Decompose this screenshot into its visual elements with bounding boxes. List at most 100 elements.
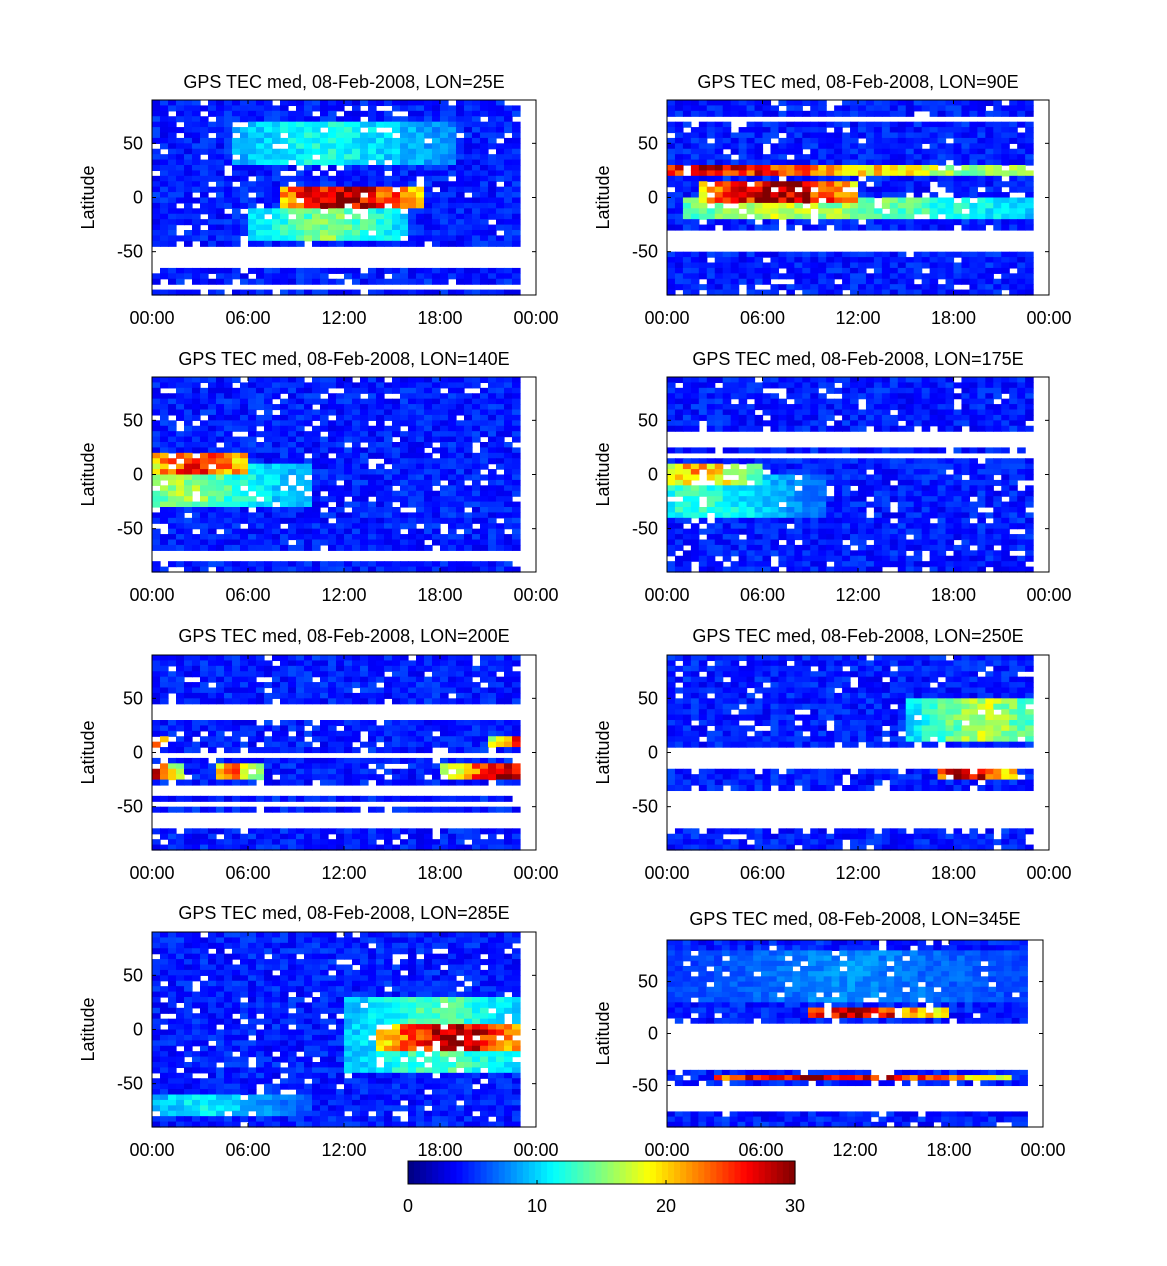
heatmap-cell (993, 257, 1002, 263)
heatmap-cell (826, 382, 835, 388)
heatmap-cell (328, 426, 337, 432)
heatmap-cell (240, 273, 249, 279)
heatmap-cell (715, 507, 724, 513)
heatmap-cell (240, 447, 249, 453)
heatmap-cell (160, 437, 169, 443)
heatmap-cell (802, 181, 811, 187)
heatmap-cell (858, 133, 867, 139)
heatmap-cell (352, 235, 361, 241)
heatmap-cell (448, 507, 457, 513)
heatmap-cell (770, 284, 779, 290)
heatmap-cell (707, 214, 716, 220)
heatmap-cell (890, 105, 899, 111)
heatmap-cell (424, 485, 433, 491)
heatmap-cell (699, 388, 708, 394)
heatmap-cell (216, 545, 225, 551)
heatmap-cell (280, 214, 289, 220)
heatmap-cell (192, 198, 201, 204)
heatmap-cell (400, 442, 409, 448)
heatmap-cell (858, 388, 867, 394)
heatmap-cell (707, 377, 716, 383)
heatmap-cell (352, 534, 361, 540)
heatmap-cell (440, 561, 449, 567)
heatmap-cell (312, 393, 321, 399)
heatmap-cell (200, 160, 209, 166)
heatmap-cell (416, 198, 425, 204)
heatmap-cell (168, 230, 177, 236)
heatmap-cell (1009, 122, 1018, 128)
heatmap-cell (424, 404, 433, 410)
heatmap-cell (168, 127, 177, 133)
heatmap-cell (440, 225, 449, 231)
heatmap-cell (985, 485, 994, 491)
heatmap-cell (152, 214, 161, 220)
heatmap-cell (192, 399, 201, 405)
heatmap-cell (232, 491, 241, 497)
heatmap-cell (240, 491, 249, 497)
heatmap-cell (786, 273, 795, 279)
heatmap-cell (810, 480, 819, 486)
heatmap-cell (699, 127, 708, 133)
heatmap-cell (152, 502, 161, 508)
heatmap-cell (416, 241, 425, 247)
heatmap-cell (472, 529, 481, 535)
heatmap-cell (890, 485, 899, 491)
heatmap-cell (977, 133, 986, 139)
heatmap-cell (280, 230, 289, 236)
heatmap-cell (288, 127, 297, 133)
heatmap-cell (786, 426, 795, 432)
heatmap-cell (240, 388, 249, 394)
heatmap-cell (488, 181, 497, 187)
heatmap-cell (496, 192, 505, 198)
heatmap-cell (739, 176, 748, 182)
heatmap-cell (826, 214, 835, 220)
heatmap-cell (810, 170, 819, 176)
heatmap-cell (922, 122, 931, 128)
heatmap-cell (416, 133, 425, 139)
heatmap-cell (993, 203, 1002, 209)
heatmap-cell (914, 257, 923, 263)
heatmap-cell (240, 453, 249, 459)
heatmap-cell (922, 219, 931, 225)
heatmap-cell (763, 502, 772, 508)
heatmap-cell (160, 420, 169, 426)
heatmap-cell (946, 475, 955, 481)
heatmap-cell (200, 529, 209, 535)
heatmap-cell (834, 192, 843, 198)
heatmap-cell (424, 181, 433, 187)
heatmap-cell (985, 420, 994, 426)
heatmap-cell (691, 165, 700, 171)
heatmap-cell (376, 561, 385, 567)
heatmap-cell (786, 138, 795, 144)
heatmap-cell (763, 154, 772, 160)
heatmap-cell (882, 122, 891, 128)
heatmap-cell (488, 518, 497, 524)
heatmap-cell (360, 437, 369, 443)
heatmap-cell (208, 540, 217, 546)
heatmap-cell (456, 176, 465, 182)
heatmap-cell (400, 540, 409, 546)
heatmap-cell (368, 219, 377, 225)
heatmap-cell (440, 273, 449, 279)
heatmap-cell (834, 127, 843, 133)
heatmap-cell (272, 219, 281, 225)
heatmap-cell (826, 111, 835, 117)
heatmap-cell (240, 154, 249, 160)
heatmap-cell (961, 176, 970, 182)
heatmap-cell (344, 415, 353, 421)
heatmap-cell (336, 426, 345, 432)
heatmap-cell (985, 149, 994, 155)
panel-title: GPS TEC med, 08-Feb-2008, LON=175E (692, 349, 1023, 369)
heatmap-cell (723, 257, 732, 263)
heatmap-cell (898, 393, 907, 399)
heatmap-cell (272, 225, 281, 231)
heatmap-cell (384, 111, 393, 117)
heatmap-cell (256, 502, 265, 508)
heatmap-cell (312, 453, 321, 459)
heatmap-cell (675, 273, 684, 279)
heatmap-cell (216, 485, 225, 491)
heatmap-cell (691, 469, 700, 475)
heatmap-cell (834, 208, 843, 214)
heatmap-cell (755, 388, 764, 394)
heatmap-cell (866, 404, 875, 410)
